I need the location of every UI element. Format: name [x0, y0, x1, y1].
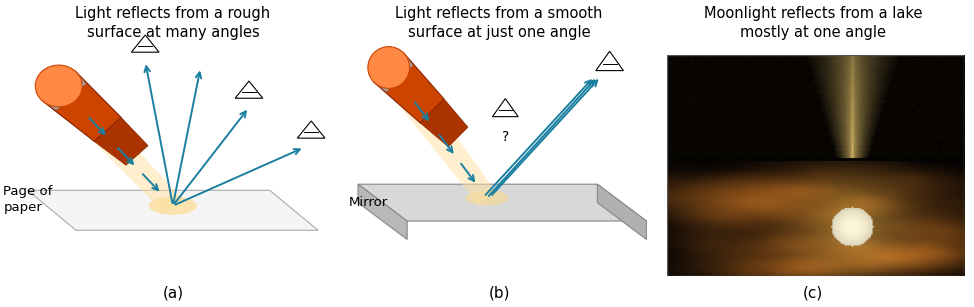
Polygon shape: [420, 99, 468, 147]
Polygon shape: [358, 184, 407, 239]
Polygon shape: [47, 77, 182, 213]
Polygon shape: [597, 184, 647, 239]
Polygon shape: [131, 35, 159, 52]
Polygon shape: [374, 53, 444, 123]
Polygon shape: [27, 190, 318, 230]
Text: (a): (a): [163, 286, 183, 301]
Polygon shape: [42, 71, 86, 110]
Polygon shape: [297, 121, 325, 138]
Text: Light reflects from a rough
surface at many angles: Light reflects from a rough surface at m…: [75, 6, 271, 40]
Text: (c): (c): [804, 286, 823, 301]
Text: Moonlight reflects from a lake
mostly at one angle: Moonlight reflects from a lake mostly at…: [704, 6, 922, 40]
Polygon shape: [377, 58, 496, 204]
Polygon shape: [596, 51, 623, 71]
Ellipse shape: [368, 47, 410, 88]
Text: (b): (b): [488, 286, 510, 301]
Ellipse shape: [35, 65, 82, 107]
Text: Page of
paper: Page of paper: [4, 185, 53, 214]
Polygon shape: [374, 53, 413, 91]
Ellipse shape: [466, 190, 508, 206]
Polygon shape: [235, 81, 263, 98]
Polygon shape: [493, 99, 518, 117]
Polygon shape: [358, 184, 647, 221]
Text: Mirror: Mirror: [349, 196, 388, 209]
Text: Light reflects from a smooth
surface at just one angle: Light reflects from a smooth surface at …: [395, 6, 603, 40]
Text: ?: ?: [502, 130, 509, 144]
Polygon shape: [42, 71, 121, 141]
Ellipse shape: [149, 196, 197, 215]
Polygon shape: [94, 118, 148, 165]
